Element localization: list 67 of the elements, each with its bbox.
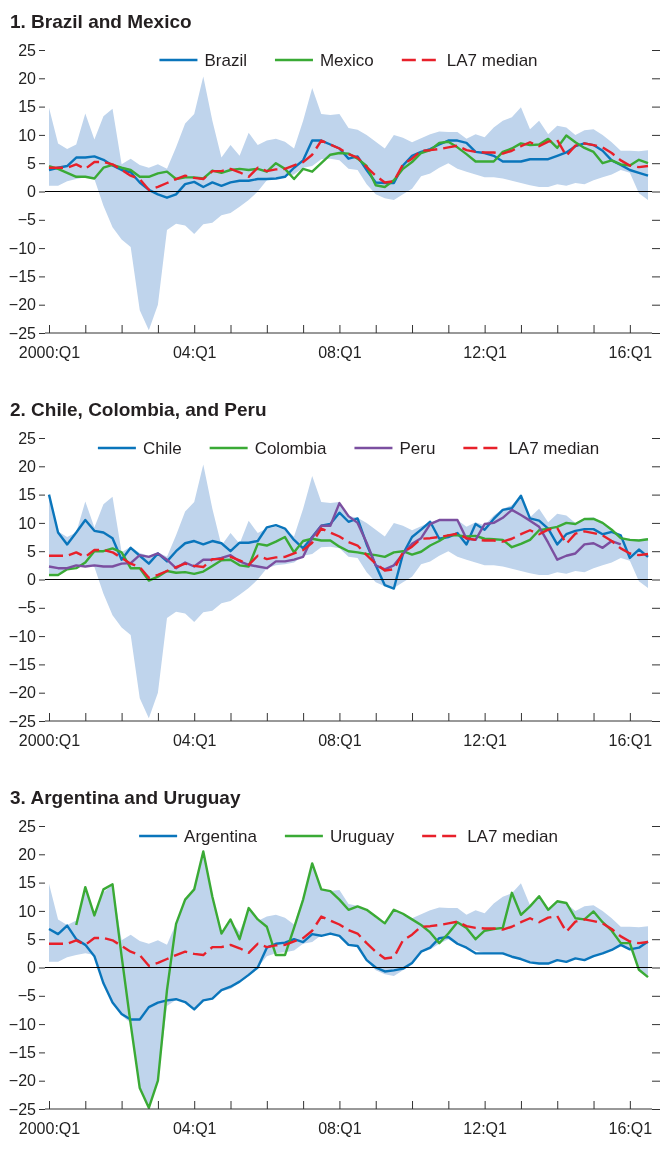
line-series	[47, 526, 650, 579]
y-tick-label: −10	[8, 627, 37, 645]
y-tick-label: 20	[18, 845, 37, 863]
line-series	[47, 914, 650, 967]
legend-label: Chile	[142, 439, 182, 458]
line-series	[47, 517, 650, 582]
x-tick-label: 12:Q1	[463, 344, 508, 361]
y-tick-label: 0	[27, 571, 37, 589]
y-tick-label: 25	[18, 429, 37, 447]
y-tick-label: 5	[27, 930, 37, 948]
y-tick-label: −25	[8, 712, 37, 730]
y-tick-label: 20	[18, 457, 37, 475]
x-tick-label: 12:Q1	[463, 1120, 508, 1137]
y-tick-label: 10	[18, 514, 37, 532]
y-tick-label: −15	[8, 1044, 37, 1062]
y-tick-label: −5	[17, 599, 37, 617]
x-tick-label: 16:Q1	[608, 732, 653, 749]
legend-label: Argentina	[184, 827, 258, 846]
x-tick-label: 2000:Q1	[18, 732, 81, 749]
y-tick-label: −20	[8, 1072, 37, 1090]
y-tick-label: −20	[8, 684, 37, 702]
y-tick-label: 20	[18, 69, 37, 87]
y-tick-label: 0	[27, 959, 37, 977]
x-tick-label: 08:Q1	[318, 732, 362, 749]
y-tick-label: 25	[18, 817, 37, 835]
x-tick-label: 04:Q1	[172, 344, 217, 361]
x-tick-label: 2000:Q1	[18, 1120, 81, 1137]
y-tick-label: −25	[8, 1100, 37, 1118]
y-tick-label: −5	[17, 987, 37, 1005]
legend-label: LA7 median	[446, 51, 538, 70]
legend-label: LA7 median	[508, 439, 600, 458]
y-tick-label: 5	[27, 154, 37, 172]
y-tick-label: 10	[18, 126, 37, 144]
legend-label: LA7 median	[467, 827, 558, 846]
legend-label: Mexico	[319, 51, 374, 70]
y-tick-label: −15	[8, 656, 37, 674]
chart-title: 3. Argentina and Uruguay	[10, 787, 241, 808]
x-tick-label: 16:Q1	[608, 344, 653, 361]
y-tick-label: 5	[27, 542, 37, 560]
y-tick-label: 0	[27, 183, 37, 201]
x-tick-label: 08:Q1	[318, 1120, 362, 1137]
line-series	[47, 493, 650, 590]
y-tick-label: −10	[8, 1015, 37, 1033]
chart-title: 2. Chile, Colombia, and Peru	[10, 399, 267, 420]
y-tick-label: −15	[8, 268, 37, 286]
x-tick-label: 12:Q1	[463, 732, 508, 749]
y-tick-label: 10	[18, 902, 37, 920]
y-tick-label: 15	[18, 486, 37, 504]
y-tick-label: −5	[17, 211, 37, 229]
y-tick-label: 15	[18, 98, 37, 116]
legend-label: Colombia	[254, 439, 327, 458]
line-series	[47, 501, 622, 571]
x-tick-label: 08:Q1	[318, 344, 362, 361]
x-tick-label: 16:Q1	[608, 1120, 653, 1137]
x-tick-label: 2000:Q1	[18, 344, 81, 361]
y-tick-label: −20	[8, 296, 37, 314]
legend-label: Uruguay	[329, 827, 395, 846]
y-tick-label: 25	[18, 41, 37, 59]
y-tick-label: 15	[18, 874, 37, 892]
y-tick-label: −25	[8, 324, 37, 342]
y-tick-label: −10	[8, 239, 37, 257]
x-tick-label: 04:Q1	[172, 732, 217, 749]
x-tick-label: 04:Q1	[172, 1120, 217, 1137]
legend-label: Peru	[399, 439, 436, 458]
chart-title: 1. Brazil and Mexico	[10, 11, 192, 32]
line-series	[47, 924, 650, 1021]
legend-label: Brazil	[204, 51, 247, 70]
